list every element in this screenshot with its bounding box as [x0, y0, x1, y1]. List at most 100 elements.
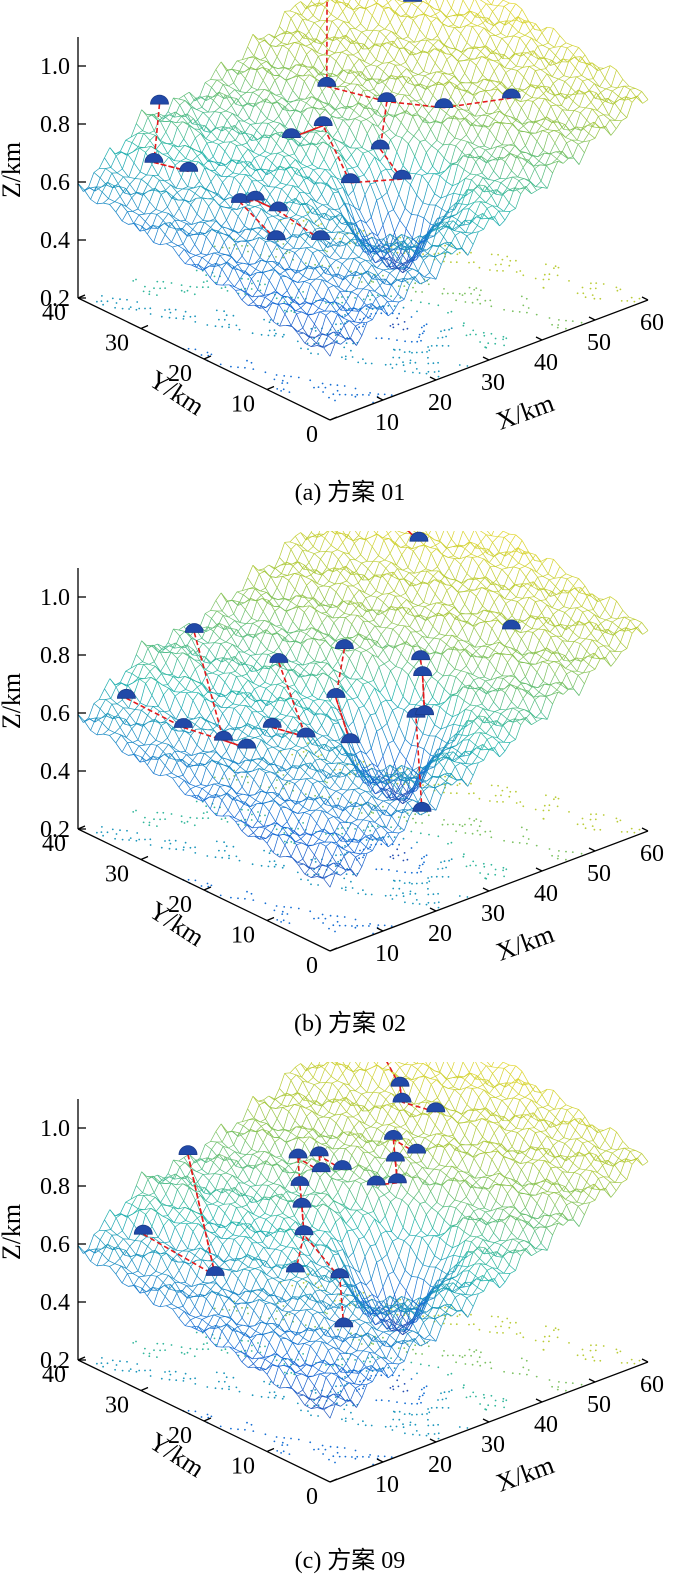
contour-point — [423, 325, 425, 327]
mesh-segment — [143, 194, 149, 202]
mesh-segment — [477, 225, 483, 229]
contour-point — [426, 323, 428, 325]
contour-point — [297, 341, 299, 343]
mesh-segment — [213, 157, 219, 166]
mesh-segment — [274, 176, 280, 183]
mesh-segment — [272, 163, 278, 169]
mesh-segment — [579, 153, 584, 165]
mesh-segment — [280, 314, 285, 326]
mesh-segment — [220, 107, 226, 111]
mesh-segment — [392, 152, 397, 170]
mesh-segment — [510, 108, 516, 120]
mesh-segment — [249, 265, 255, 270]
contour-point — [548, 279, 550, 281]
mesh-segment — [419, 129, 425, 140]
contour-point — [220, 364, 222, 366]
contour-point — [335, 334, 337, 336]
mesh-segment — [384, 9, 390, 22]
mesh-segment — [255, 207, 261, 209]
mesh-segment — [377, 268, 383, 270]
contour-point — [440, 330, 442, 332]
mesh-segment — [306, 248, 312, 253]
contour-point — [375, 337, 377, 339]
mesh-segment — [213, 198, 219, 205]
mesh-segment — [497, 38, 502, 49]
mesh-segment — [225, 200, 231, 207]
mesh-segment — [287, 178, 292, 185]
mesh-segment — [383, 270, 389, 273]
contour-point — [519, 311, 521, 313]
mesh-segment — [122, 169, 128, 177]
mesh-segment — [342, 264, 348, 271]
mesh-segment — [425, 74, 430, 76]
contour-point — [276, 388, 278, 390]
mesh-segment — [372, 310, 377, 320]
mesh-segment — [279, 304, 285, 314]
mesh-segment — [324, 108, 330, 116]
mesh-segment — [84, 190, 90, 199]
mesh-segment — [372, 16, 378, 25]
mesh-segment — [449, 209, 454, 210]
contour-point — [252, 368, 254, 370]
mesh-segment — [190, 138, 195, 148]
mesh-segment — [219, 142, 224, 144]
mesh-segment — [179, 249, 184, 256]
mesh-segment — [350, 139, 355, 148]
contour-point — [592, 294, 594, 296]
mesh-segment — [453, 74, 459, 82]
mesh-segment — [335, 3, 341, 4]
mesh-segment — [410, 96, 416, 101]
contour-point — [489, 269, 491, 271]
mesh-segment — [306, 103, 312, 108]
mesh-segment — [364, 175, 370, 184]
mesh-segment — [406, 62, 412, 72]
mesh-segment — [118, 184, 124, 193]
contour-point — [459, 364, 461, 366]
mesh-segment — [204, 160, 209, 165]
mesh-segment — [473, 190, 479, 197]
mesh-segment — [313, 253, 319, 264]
mesh-segment — [444, 237, 450, 246]
mesh-segment — [290, 166, 296, 175]
mesh-segment — [212, 142, 218, 144]
mesh-segment — [143, 131, 149, 134]
mesh-segment — [246, 87, 251, 92]
mesh-segment — [366, 316, 372, 320]
mesh-segment — [453, 119, 459, 120]
mesh-segment — [470, 174, 476, 175]
contour-point — [447, 312, 449, 314]
contour-point — [363, 298, 365, 300]
mesh-segment — [452, 249, 457, 254]
mesh-segment — [288, 103, 294, 110]
mesh-segment — [280, 271, 285, 275]
mesh-segment — [338, 77, 344, 82]
mesh-segment — [344, 277, 350, 284]
contour-point — [290, 376, 292, 378]
contour-point — [396, 339, 398, 341]
mesh-segment — [420, 142, 426, 153]
mesh-segment — [329, 92, 334, 105]
mesh-segment — [435, 63, 441, 71]
mesh-segment — [427, 40, 433, 45]
mesh-segment — [369, 89, 374, 90]
contour-point — [416, 311, 418, 313]
contour-point — [467, 365, 469, 367]
contour-point — [276, 374, 278, 376]
mesh-segment — [336, 260, 342, 264]
mesh-segment — [383, 7, 389, 8]
contour-point — [502, 270, 504, 272]
contour-point — [164, 287, 166, 289]
mesh-segment — [296, 203, 301, 214]
mesh-segment — [247, 143, 253, 152]
contour-point — [519, 270, 521, 272]
contour-point — [403, 364, 405, 366]
mesh-segment — [424, 54, 429, 72]
mesh-segment — [340, 87, 345, 103]
mesh-segment — [250, 207, 255, 209]
mesh-segment — [317, 205, 322, 209]
mesh-segment — [240, 133, 246, 134]
mesh-segment — [502, 131, 507, 145]
mesh-segment — [205, 126, 211, 132]
mesh-segment — [449, 28, 454, 38]
mesh-segment — [225, 151, 231, 160]
